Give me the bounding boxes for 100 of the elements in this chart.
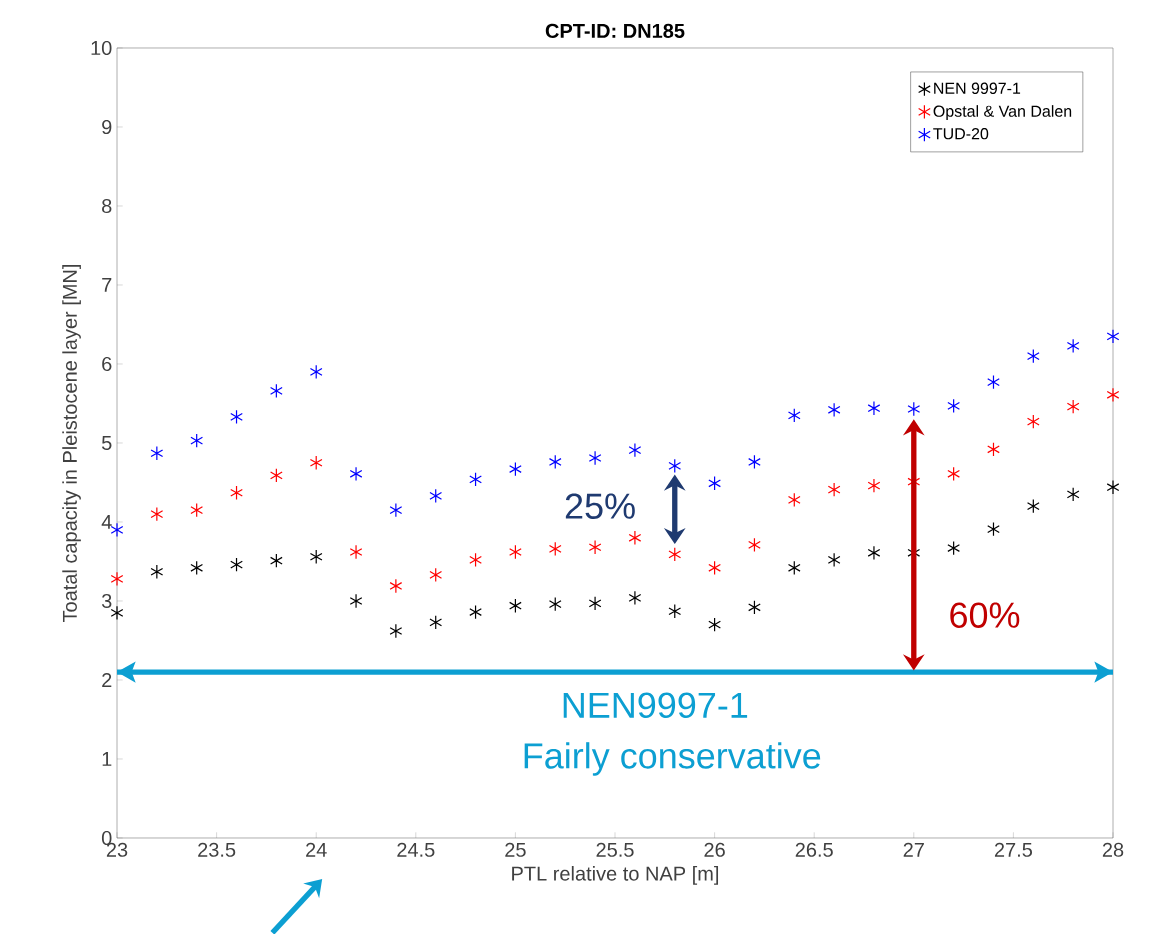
point — [867, 478, 881, 493]
x-tick-label: 27.5 — [994, 842, 1033, 857]
point — [827, 552, 841, 568]
point — [429, 615, 443, 630]
point — [309, 455, 323, 470]
point — [269, 468, 283, 483]
point — [1106, 387, 1120, 403]
y-tick-label: 4 — [101, 515, 112, 529]
point — [509, 598, 522, 613]
point — [1066, 487, 1080, 502]
point — [150, 506, 164, 522]
point — [389, 623, 403, 639]
point — [230, 557, 243, 572]
x-tick-label: 27 — [903, 842, 924, 857]
point — [110, 571, 124, 587]
point — [1026, 498, 1040, 514]
x-tick-label: 28 — [1102, 842, 1124, 857]
x-tick-label: 25 — [505, 842, 526, 857]
point — [349, 466, 363, 482]
point — [190, 433, 204, 448]
point — [110, 522, 124, 538]
point — [269, 553, 283, 568]
point — [588, 596, 602, 611]
point — [827, 482, 841, 497]
point — [1106, 479, 1120, 495]
point — [230, 409, 243, 425]
y-tick-label: 5 — [101, 436, 112, 450]
point — [748, 537, 761, 553]
legend-label: TUD-20 — [933, 128, 989, 140]
point — [1066, 338, 1080, 354]
y-tick-label: 1 — [102, 752, 112, 766]
annotation: 60% — [950, 602, 1020, 628]
point — [389, 502, 403, 518]
y-tick-label: 7 — [102, 278, 112, 292]
point — [349, 544, 363, 560]
point — [628, 530, 642, 546]
point — [668, 547, 682, 562]
point — [548, 541, 562, 557]
point — [389, 578, 403, 594]
annotation: Fairly conservative — [524, 742, 821, 776]
y-tick-label: 2 — [102, 673, 112, 687]
y-tick-label: 10 — [91, 40, 112, 56]
point — [509, 461, 522, 477]
point — [827, 402, 841, 418]
point — [787, 560, 801, 576]
point — [269, 383, 283, 399]
point — [588, 450, 602, 466]
annotation: 25% — [565, 493, 635, 519]
annotation: NEN9997-1 — [563, 692, 748, 719]
y-tick-label: 3 — [101, 593, 112, 609]
point — [867, 400, 881, 416]
point — [1106, 329, 1120, 344]
point — [548, 596, 562, 612]
point — [787, 492, 801, 508]
point — [190, 502, 204, 518]
point — [1026, 348, 1040, 364]
point — [429, 488, 443, 504]
legend-label: Opstal & Van Dalen — [933, 105, 1072, 121]
x-tick-label: 24 — [306, 842, 327, 857]
point — [907, 401, 921, 417]
point — [469, 552, 482, 568]
point — [867, 545, 881, 561]
y-axis-title: Toatal capacity in Pleistocene layer [MN] — [62, 264, 81, 623]
point — [1066, 399, 1080, 414]
point — [230, 485, 243, 501]
point — [588, 540, 602, 555]
point — [190, 560, 204, 576]
point — [947, 398, 961, 414]
y-tick-label: 8 — [102, 198, 112, 214]
y-tick-label: 6 — [102, 356, 112, 372]
point — [987, 374, 1000, 390]
x-tick-label: 23.5 — [198, 842, 236, 857]
point — [150, 564, 164, 580]
point — [748, 454, 761, 470]
point — [668, 458, 682, 474]
point — [309, 364, 323, 380]
x-tick-label: 24.5 — [397, 842, 435, 857]
point — [469, 472, 482, 487]
point — [628, 590, 642, 606]
point — [628, 442, 642, 458]
point — [708, 476, 721, 491]
legend-label: NEN 9997-1 — [934, 82, 1021, 94]
point — [509, 544, 522, 560]
point — [1026, 414, 1040, 429]
point — [708, 617, 721, 632]
x-axis-title: PTL relative to NAP [m] — [512, 866, 719, 885]
point — [787, 408, 801, 423]
point — [349, 593, 363, 609]
point — [429, 567, 443, 583]
point — [708, 560, 721, 576]
y-tick-label: 9 — [102, 119, 112, 135]
point — [150, 445, 164, 461]
point — [748, 600, 761, 615]
point — [548, 454, 562, 470]
chart-title: CPT-ID: DN185 — [545, 23, 685, 38]
point — [987, 442, 1000, 457]
x-tick-label: 26 — [704, 842, 725, 857]
point — [947, 466, 961, 482]
point — [987, 521, 1000, 537]
point — [947, 540, 961, 556]
